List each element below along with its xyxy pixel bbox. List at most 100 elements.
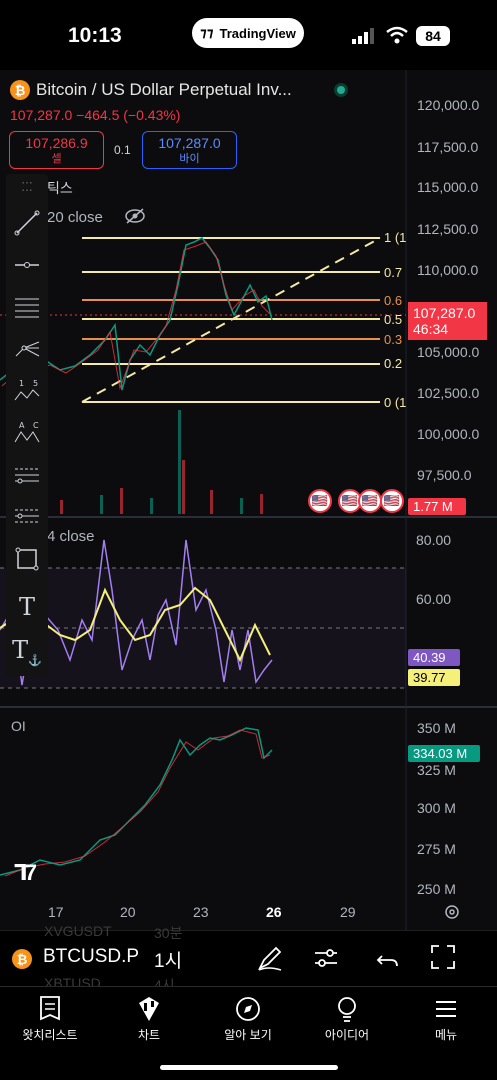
clock: 10:13 bbox=[68, 24, 122, 47]
symbol-button[interactable]: BTCUSD.P bbox=[43, 946, 140, 967]
price-change: 107,287.0 −464.5 (−0.43%) bbox=[10, 107, 181, 123]
nav-ideas[interactable]: 아이디어 bbox=[297, 995, 397, 1043]
fullscreen-icon[interactable] bbox=[430, 944, 456, 970]
ghost-interval-1: 30분 bbox=[154, 925, 183, 941]
oi-indicator-label[interactable]: OI bbox=[11, 718, 26, 734]
nav-watchlist-label: 왓치리스트 bbox=[22, 1028, 78, 1042]
wifi-icon bbox=[386, 26, 408, 44]
candle-countdown: 46:34 bbox=[413, 321, 449, 337]
time-axis-label: 23 bbox=[193, 904, 209, 920]
time-axis-label: 29 bbox=[340, 904, 356, 920]
rsi-indicator-label[interactable]: 4 close bbox=[47, 528, 95, 545]
nav-chart[interactable]: 차트 bbox=[99, 995, 199, 1043]
watchlist-icon bbox=[40, 996, 60, 1021]
tradingview-watermark-icon: ᒣ7 bbox=[14, 860, 37, 885]
battery-icon: 84 bbox=[416, 26, 450, 46]
volume-tag: 1.77 M bbox=[408, 498, 466, 515]
oi-axis-label: 350 M bbox=[417, 720, 456, 736]
nav-watchlist[interactable]: 왓치리스트 bbox=[0, 995, 100, 1043]
fib-level-label: 0.6 bbox=[384, 293, 403, 308]
nav-menu[interactable]: 메뉴 bbox=[396, 995, 496, 1043]
symbol-bar: XVGUSDT 30분 XBTUSD 4시 ₿ BTCUSD.P 1시 bbox=[0, 923, 497, 993]
chart-canvas[interactable] bbox=[0, 70, 497, 930]
rectangle-tool-icon[interactable] bbox=[6, 538, 48, 580]
nav-explore[interactable]: 알아 보기 bbox=[198, 995, 298, 1043]
sell-price: 107,286.9 bbox=[25, 135, 88, 151]
undo-icon[interactable] bbox=[376, 946, 400, 970]
symbol-title[interactable]: Bitcoin / US Dollar Perpetual Inv... bbox=[36, 80, 292, 99]
nav-menu-label: 메뉴 bbox=[434, 1028, 458, 1042]
nav-chart-label: 차트 bbox=[137, 1028, 161, 1042]
buy-price: 107,287.0 bbox=[158, 135, 221, 151]
nav-ideas-label: 아이디어 bbox=[324, 1028, 370, 1042]
current-price: 107,287.0 bbox=[413, 305, 476, 321]
eye-off-icon[interactable] bbox=[124, 207, 146, 225]
us-flag-icon[interactable]: 🇺🇸 bbox=[380, 489, 404, 513]
toolbar-drag-handle-icon[interactable]: ⁚⁚⁚ bbox=[21, 180, 33, 194]
fib-tool-icon[interactable] bbox=[6, 286, 48, 328]
svg-text:5: 5 bbox=[33, 379, 38, 388]
fib-retracement[interactable] bbox=[81, 237, 381, 403]
svg-text:1: 1 bbox=[19, 379, 24, 388]
price-axis-label: 100,000.0 bbox=[417, 426, 480, 442]
rsi-axis-80: 80.00 bbox=[416, 532, 452, 548]
status-bar: 10:13 ⁊⁊ TradingView 84 bbox=[0, 0, 497, 70]
projection-tool-icon[interactable] bbox=[6, 496, 48, 538]
anchored-text-tool-icon[interactable]: T⚓ bbox=[12, 635, 42, 667]
time-axis-label: 17 bbox=[48, 904, 64, 920]
market-status-icon bbox=[334, 83, 348, 97]
price-axis-label: 115,000.0 bbox=[417, 179, 479, 195]
oi-value-tag: 334.03 M bbox=[408, 745, 480, 762]
indicators-icon[interactable] bbox=[312, 944, 340, 972]
fib-level-label: 0.2 bbox=[384, 356, 403, 371]
signal-icon bbox=[352, 28, 374, 44]
drawing-pen-icon[interactable] bbox=[256, 944, 284, 972]
buy-label: 바이 bbox=[179, 153, 200, 165]
home-indicator bbox=[160, 1065, 338, 1070]
time-axis-label: 20 bbox=[120, 904, 136, 920]
text-tool-icon[interactable]: T bbox=[18, 593, 35, 621]
interval-button[interactable]: 1시 bbox=[154, 951, 183, 972]
price-axis-label: 102,500.0 bbox=[417, 385, 480, 401]
tradingview-pill[interactable]: ⁊⁊ TradingView bbox=[192, 18, 304, 48]
oi-axis-label: 250 M bbox=[417, 881, 456, 897]
nav-explore-label: 알아 보기 bbox=[224, 1028, 272, 1042]
compass-icon bbox=[236, 997, 260, 1021]
us-flag-icon[interactable]: 🇺🇸 bbox=[338, 489, 362, 513]
horizontal-line-tool-icon[interactable] bbox=[6, 244, 48, 286]
settings-gear-icon[interactable] bbox=[443, 903, 461, 921]
time-axis-label: 26 bbox=[266, 904, 282, 920]
pitchfork-tool-icon[interactable] bbox=[6, 328, 48, 370]
tradingview-logo-icon: ⁊⁊ bbox=[200, 25, 214, 40]
fib-level-label: 0.3 bbox=[384, 332, 403, 347]
oi-axis-label: 325 M bbox=[417, 762, 456, 778]
us-flag-icon[interactable]: 🇺🇸 bbox=[308, 489, 332, 513]
price-axis-label: 105,000.0 bbox=[417, 344, 480, 360]
sell-label: 셀 bbox=[51, 153, 62, 165]
us-flag-icon[interactable]: 🇺🇸 bbox=[358, 489, 382, 513]
tradingview-pill-label: TradingView bbox=[219, 25, 296, 41]
forecast-tool-icon[interactable] bbox=[6, 454, 48, 496]
buy-button[interactable]: 107,287.0 바이 bbox=[142, 131, 237, 169]
ticks-label: 틱스 bbox=[47, 180, 73, 196]
rsi-value-tag: 40.39 bbox=[408, 649, 460, 666]
spread: 0.1 bbox=[114, 143, 131, 157]
btc-coin-icon: ₿ bbox=[12, 949, 32, 969]
trend-line-tool-icon[interactable] bbox=[6, 202, 48, 244]
rsi-line bbox=[0, 539, 273, 686]
rsi-axis-60: 60.00 bbox=[416, 591, 452, 607]
oi-series bbox=[0, 727, 273, 876]
fib-level-label: 0.5 bbox=[384, 312, 403, 327]
oi-axis-label: 300 M bbox=[417, 800, 456, 816]
oi-axis-label: 275 M bbox=[417, 841, 456, 857]
sell-button[interactable]: 107,286.9 셀 bbox=[9, 131, 104, 169]
fib-level-label: 0 (1 bbox=[384, 395, 406, 410]
svg-text:C: C bbox=[33, 421, 39, 430]
price-axis-label: 97,500.0 bbox=[417, 467, 472, 483]
ma-indicator-label[interactable]: 20 close bbox=[47, 209, 103, 226]
menu-icon bbox=[436, 1001, 456, 1017]
svg-text:A: A bbox=[19, 421, 25, 430]
